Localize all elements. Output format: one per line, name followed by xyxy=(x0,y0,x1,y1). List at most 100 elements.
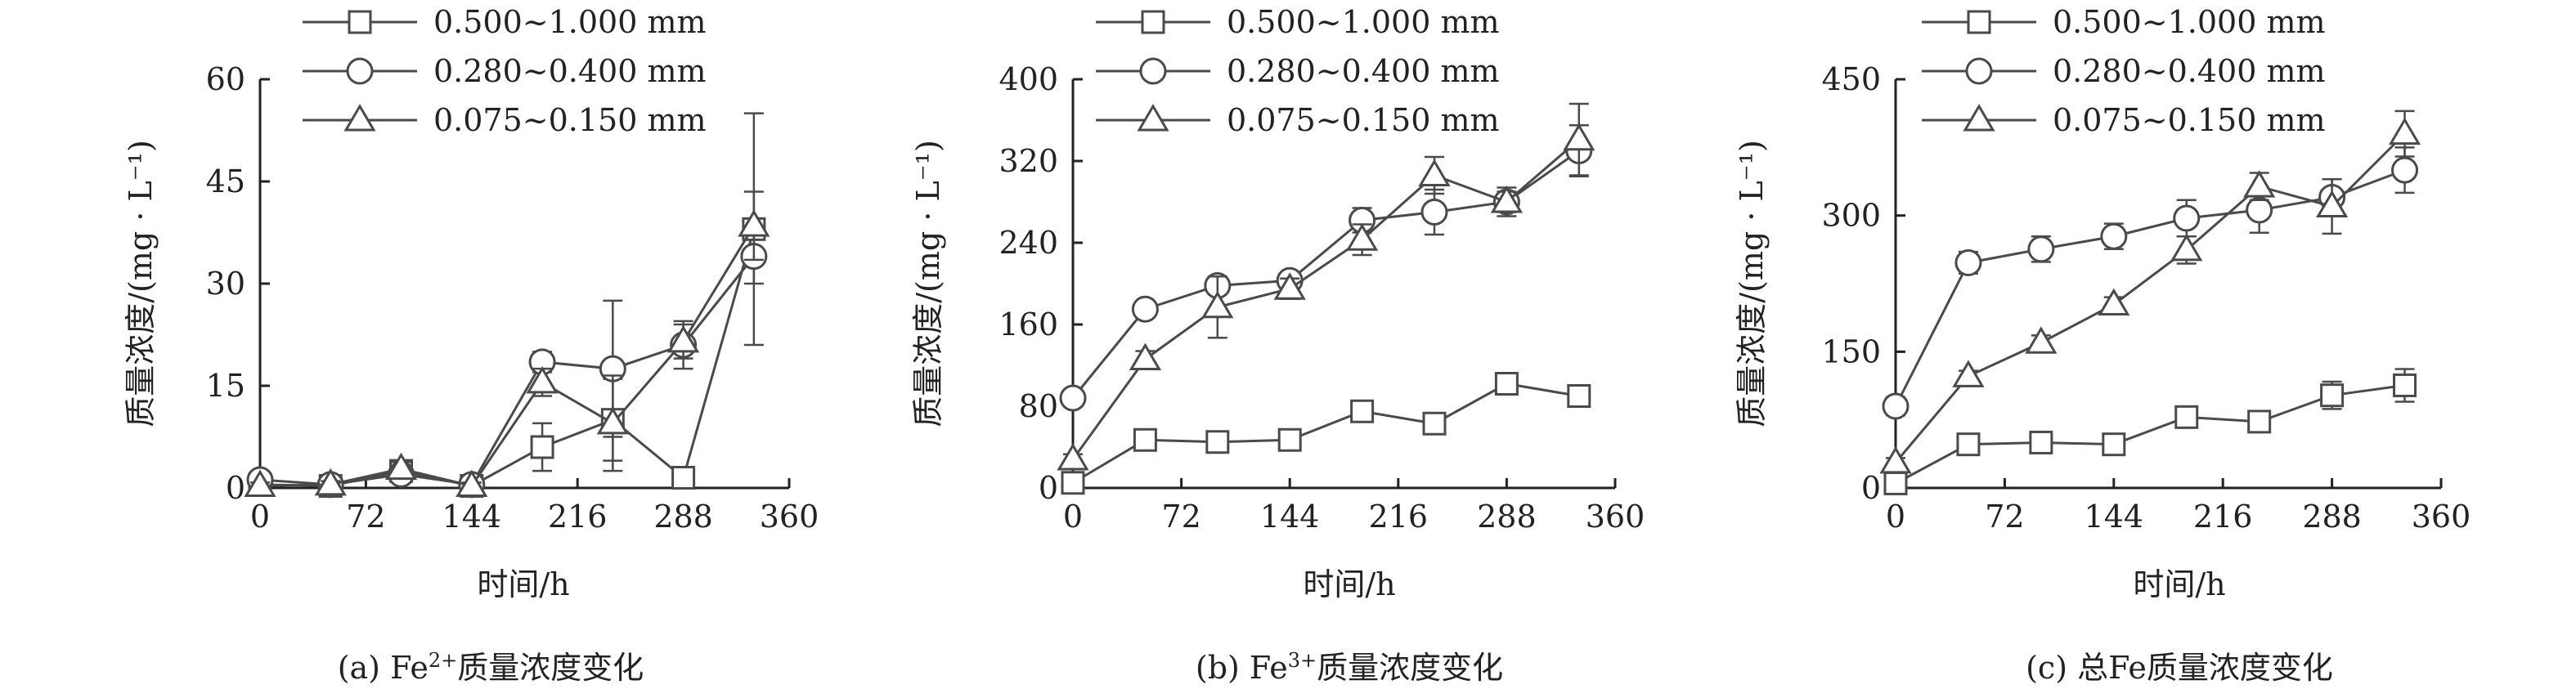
y-tick-label: 45 xyxy=(206,163,245,199)
series-triangle xyxy=(1057,102,1595,471)
y-tick-label: 0 xyxy=(1861,470,1881,506)
x-tick-label: 360 xyxy=(2412,499,2471,535)
data-point xyxy=(244,469,276,497)
y-tick-label: 150 xyxy=(1821,333,1881,369)
legend-marker-circle xyxy=(1139,57,1167,85)
data-point xyxy=(1201,290,1234,319)
data-point xyxy=(2027,235,2055,263)
caption-superscript: 2+ xyxy=(429,649,457,672)
panel-caption: (b) Fe3+质量浓度变化 xyxy=(1196,649,1503,686)
data-point xyxy=(596,406,629,435)
caption-suffix: 质量浓度变化 xyxy=(1317,650,1503,686)
y-tick-label: 320 xyxy=(999,143,1058,179)
chart-panel-c: 0 150 300 450 0 72 144 216 288 360 质量浓度/(mg · L⁻¹)… xyxy=(1734,4,2471,686)
y-axis-label: 质量浓度/(mg · L⁻¹) xyxy=(1734,140,1770,427)
data-point xyxy=(530,435,554,459)
y-tick-label: 400 xyxy=(999,61,1058,97)
series-line xyxy=(1071,138,1580,460)
data-point xyxy=(2388,117,2421,145)
series-line xyxy=(1072,382,1580,485)
y-axis-label: 质量浓度/(mg · L⁻¹) xyxy=(123,140,159,427)
x-tick-label: 72 xyxy=(1985,499,2024,535)
x-axis-label: 时间/h xyxy=(477,566,569,602)
x-tick-label: 144 xyxy=(1260,499,1320,535)
caption-prefix: (b) Fe xyxy=(1196,650,1288,686)
data-point xyxy=(1494,372,1519,396)
series-line xyxy=(1894,132,2406,463)
data-point xyxy=(2391,156,2419,184)
data-point xyxy=(526,365,559,394)
series-line xyxy=(1895,383,2405,485)
data-point xyxy=(1954,248,1982,276)
series-triangle xyxy=(1879,110,2421,474)
legend-marker-triangle xyxy=(1137,104,1169,132)
x-tick-label: 288 xyxy=(2302,499,2362,535)
data-point xyxy=(671,466,696,490)
data-point xyxy=(2174,405,2199,429)
data-point xyxy=(2029,430,2053,454)
legend-label: 0.075~0.150 mm xyxy=(433,102,707,138)
data-point xyxy=(738,209,770,237)
data-point xyxy=(1057,443,1089,471)
legend-marker-square xyxy=(1967,10,1991,34)
data-point xyxy=(1952,360,1985,387)
data-point xyxy=(2102,432,2126,457)
data-point xyxy=(1205,430,1230,454)
x-tick-label: 360 xyxy=(1586,499,1645,535)
caption-prefix: (a) Fe xyxy=(338,650,429,686)
data-point xyxy=(1418,159,1451,186)
y-tick-label: 15 xyxy=(206,368,245,404)
x-tick-label: 0 xyxy=(1063,499,1083,535)
legend-marker-triangle xyxy=(343,104,376,132)
data-point xyxy=(2247,409,2272,434)
x-axis-label: 时间/h xyxy=(1303,566,1395,602)
data-point xyxy=(1350,399,1375,423)
y-tick-label: 30 xyxy=(206,266,245,302)
x-tick-label: 144 xyxy=(442,499,502,535)
caption-prefix: (c) 总Fe xyxy=(2026,650,2147,686)
data-point xyxy=(1277,427,1302,452)
data-point xyxy=(1131,295,1159,323)
caption-suffix: 质量浓度变化 xyxy=(2147,650,2333,686)
data-point xyxy=(2025,326,2058,354)
series-line xyxy=(259,255,756,486)
series-line xyxy=(259,225,756,488)
legend-marker-square xyxy=(1141,10,1165,34)
data-point xyxy=(1420,199,1448,226)
data-point xyxy=(1883,471,1908,495)
chart-panel-a: 0 15 30 45 60 0 72 144 216 288 360 质量浓度/(mg · L⁻¹) 时… xyxy=(123,4,819,686)
data-point xyxy=(2243,170,2276,198)
y-tick-label: 450 xyxy=(1821,61,1881,97)
data-point xyxy=(384,452,418,481)
data-point xyxy=(1345,223,1379,251)
y-tick-label: 300 xyxy=(1821,198,1881,234)
data-point xyxy=(2170,233,2203,262)
data-point xyxy=(2246,196,2273,224)
chart-panel-b: 0 80 160 240 320 400 0 72 144 216 288 360 质量浓度/(mg ·… xyxy=(910,4,1645,686)
series-square xyxy=(1061,372,1591,495)
panel-caption: (a) Fe2+质量浓度变化 xyxy=(338,649,644,686)
series-triangle xyxy=(244,190,770,497)
y-tick-label: 60 xyxy=(206,61,245,97)
data-point xyxy=(2315,190,2349,218)
data-point xyxy=(456,469,488,497)
legend-marker-triangle xyxy=(1963,104,1995,132)
legend-label: 0.500~1.000 mm xyxy=(433,4,707,40)
legend-label: 0.500~1.000 mm xyxy=(2053,4,2326,40)
x-tick-label: 216 xyxy=(1369,499,1429,535)
data-point xyxy=(1273,272,1306,300)
legend-label: 0.280~0.400 mm xyxy=(2053,53,2326,89)
y-tick-label: 240 xyxy=(999,225,1058,261)
x-tick-label: 216 xyxy=(2193,499,2253,535)
data-point xyxy=(2393,373,2417,397)
data-point xyxy=(2098,288,2130,316)
data-point xyxy=(1563,123,1595,151)
x-tick-label: 72 xyxy=(1161,499,1200,535)
legend-label: 0.280~0.400 mm xyxy=(1227,53,1500,89)
x-tick-label: 288 xyxy=(1477,499,1537,535)
legend-marker-circle xyxy=(1965,57,1993,85)
series-square xyxy=(1883,368,2417,495)
legend-label: 0.280~0.400 mm xyxy=(433,53,707,89)
legend-label: 0.075~0.150 mm xyxy=(1227,102,1500,138)
